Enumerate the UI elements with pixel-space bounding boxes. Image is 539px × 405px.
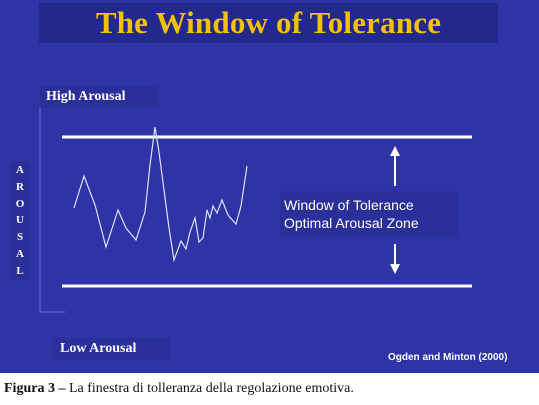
arousal-letter: A (16, 164, 24, 176)
caption-prefix: Figura 3 – (4, 381, 66, 396)
optimal-zone-label: Window of Tolerance Optimal Arousal Zone (280, 191, 458, 237)
arousal-letter: A (16, 248, 24, 261)
caption-text: La finestra di tolleranza della regolazi… (65, 381, 354, 396)
low-arousal-label: Low Arousal (52, 338, 170, 360)
high-arousal-label: High Arousal (40, 86, 158, 108)
figure-caption: Figura 3 – La finestra di tolleranza del… (4, 381, 354, 397)
down-arrow-icon (390, 264, 400, 274)
slide-title: The Window of Tolerance (95, 5, 442, 40)
arousal-diagram (39, 108, 472, 313)
arousal-letter: O (15, 197, 25, 210)
arousal-wave (73, 126, 248, 263)
arousal-vertical-label: A R O U S A L (10, 162, 30, 280)
up-arrow-icon (390, 146, 400, 156)
zone-title: Window of Tolerance (284, 197, 414, 213)
slide: The Window of Tolerance High Arousal Low… (0, 0, 539, 373)
title-bar: The Window of Tolerance (39, 3, 498, 43)
arousal-letter: L (16, 264, 24, 277)
zone-subtitle: Optimal Arousal Zone (284, 215, 419, 231)
citation: Ogden and Minton (2000) (388, 352, 508, 363)
arousal-letter: S (16, 231, 24, 244)
arousal-letter: U (16, 214, 24, 227)
arousal-letter: R (16, 180, 24, 193)
